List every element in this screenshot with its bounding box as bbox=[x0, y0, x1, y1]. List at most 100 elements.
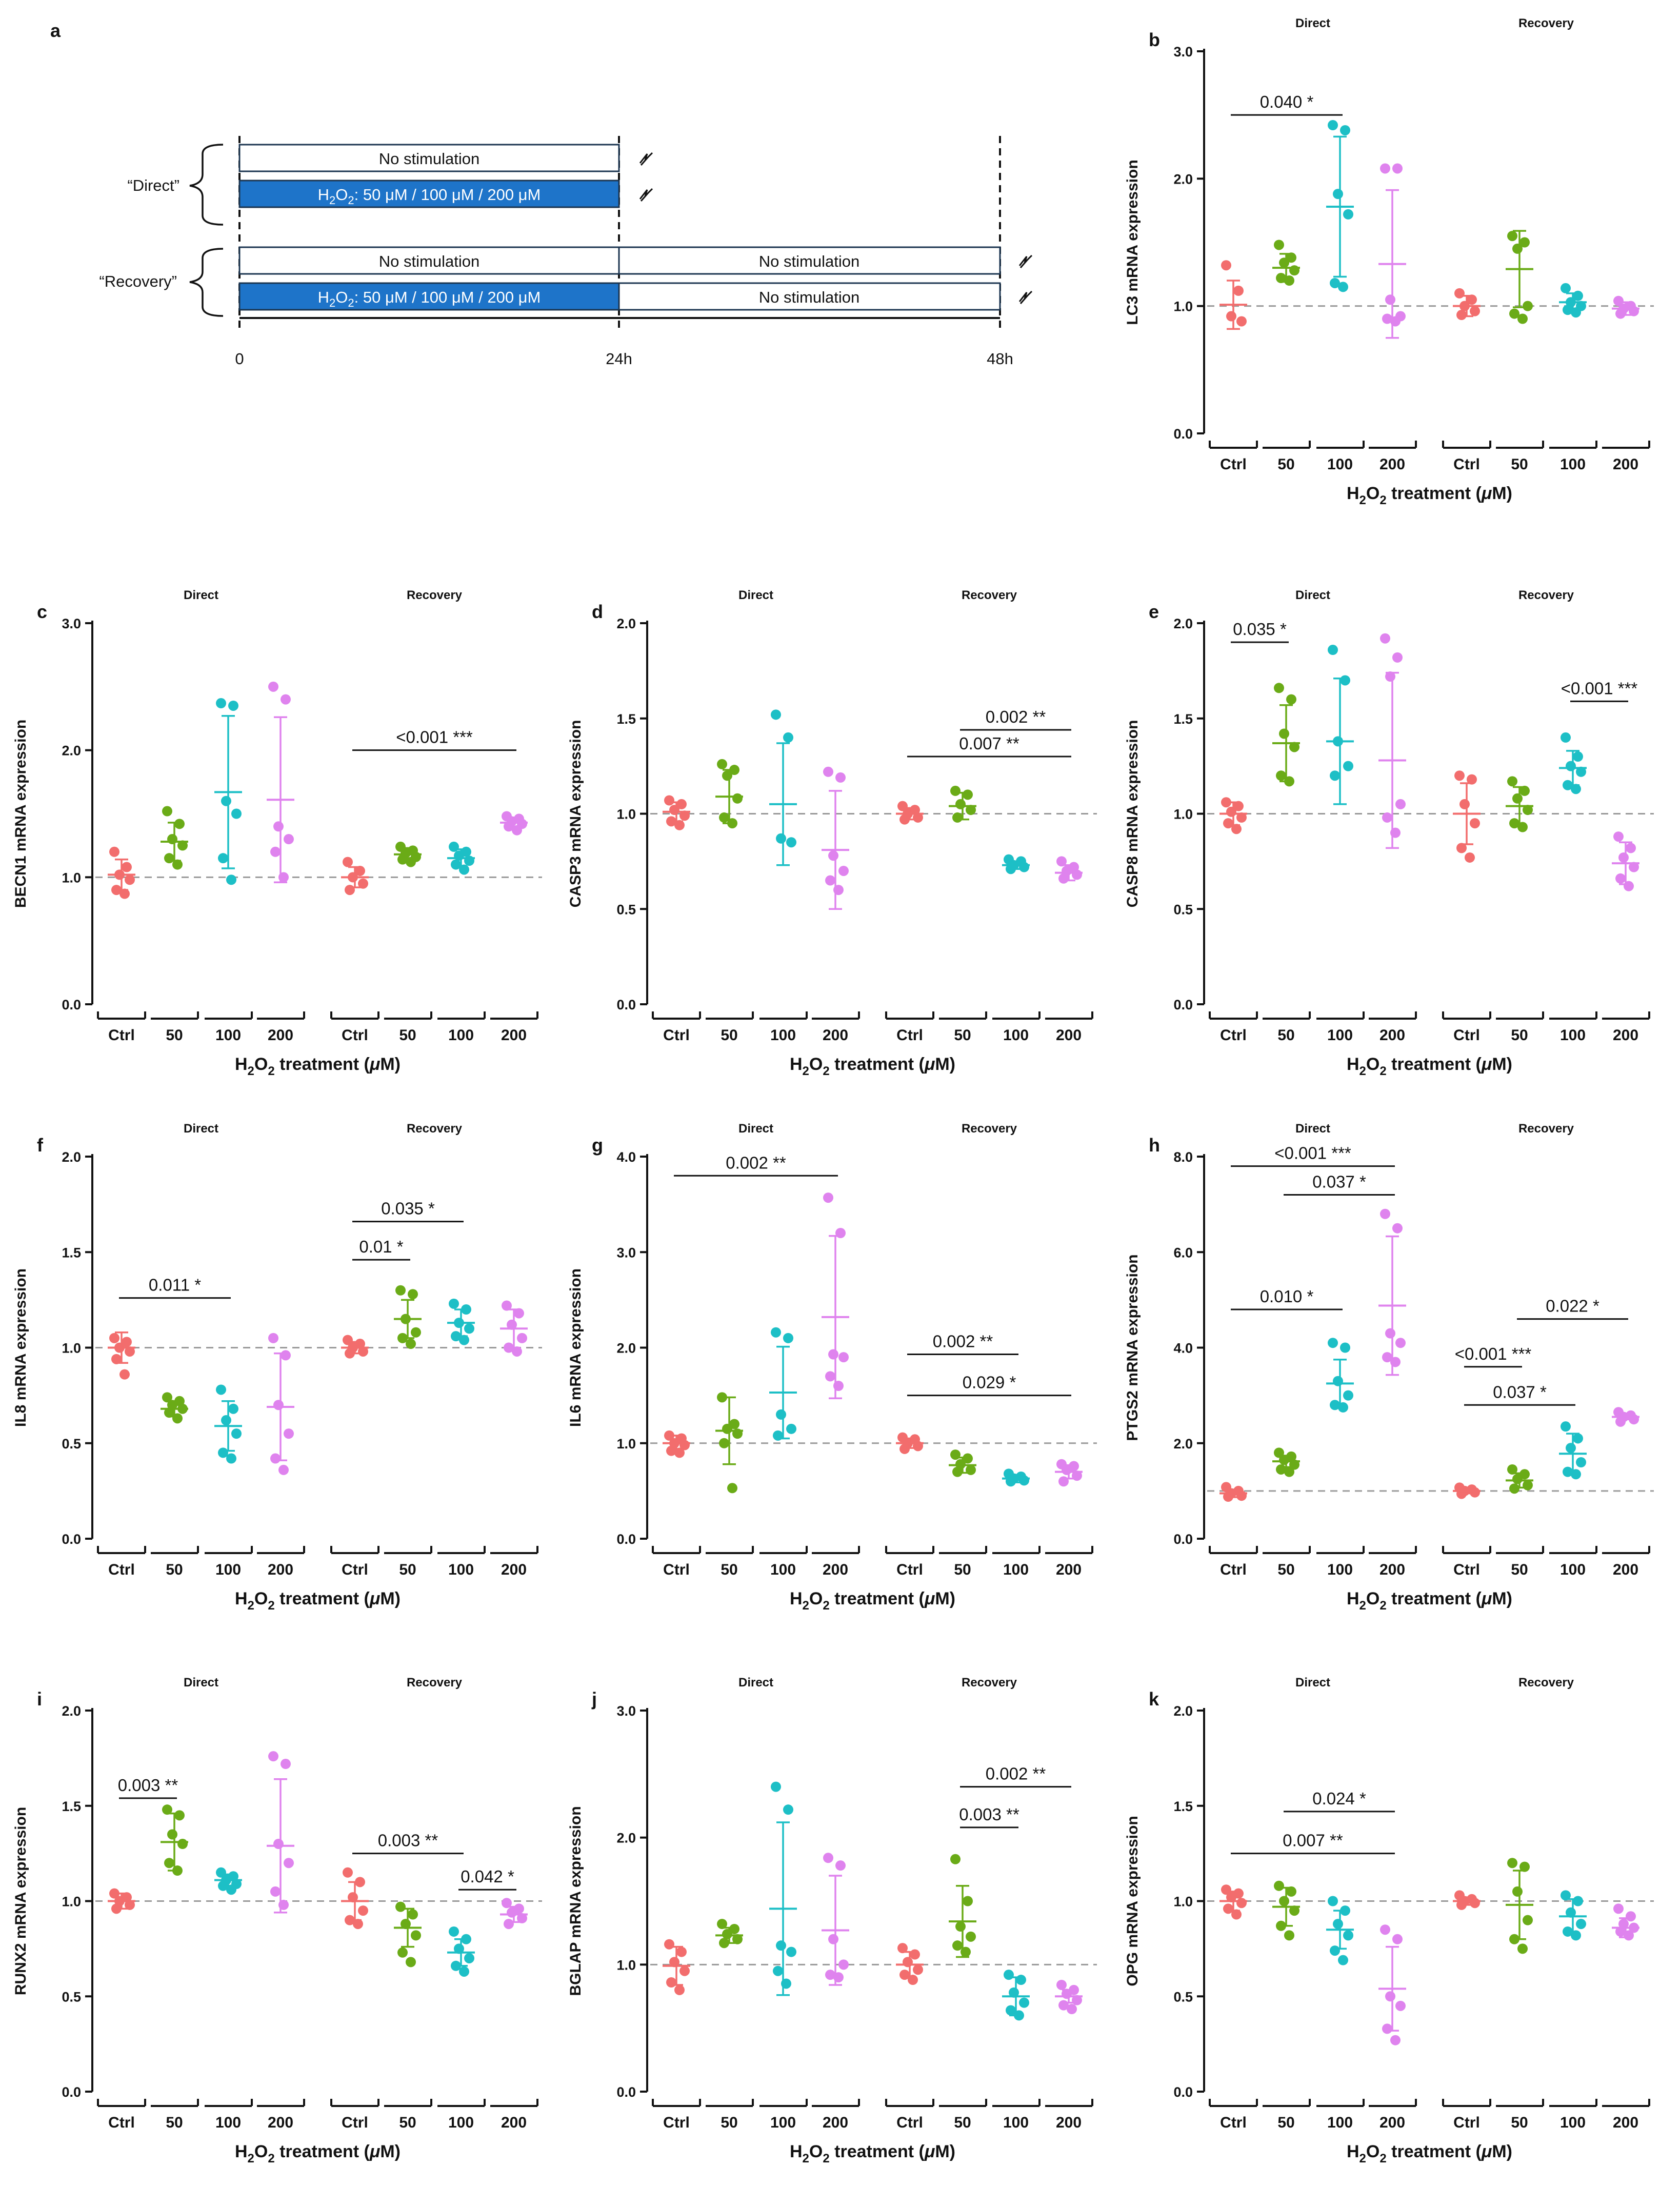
series-recovery-100 bbox=[1559, 732, 1587, 794]
data-point bbox=[838, 1959, 849, 1970]
series-direct-200 bbox=[1378, 633, 1406, 849]
data-point bbox=[771, 1327, 781, 1338]
y-tick-label: 1.0 bbox=[62, 1341, 81, 1356]
x-category-label: 200 bbox=[1056, 2114, 1082, 2131]
data-point bbox=[823, 1853, 833, 1863]
data-point bbox=[1573, 751, 1583, 762]
series-recovery-50 bbox=[949, 785, 976, 823]
data-point bbox=[172, 859, 183, 870]
data-point bbox=[955, 1921, 966, 1932]
significance-label: <0.001 *** bbox=[396, 728, 473, 747]
data-point bbox=[783, 1804, 793, 1815]
group-title-direct: Direct bbox=[184, 588, 218, 602]
data-point bbox=[119, 1369, 130, 1380]
y-tick-label: 0.0 bbox=[1173, 997, 1193, 1012]
direct-h2o2-label: H2O2: 50 μM / 100 μM / 200 μM bbox=[318, 186, 541, 207]
data-point bbox=[1519, 1861, 1530, 1872]
series-recovery-200 bbox=[1612, 1407, 1639, 1427]
data-point bbox=[1289, 1905, 1299, 1916]
x-category-label: Ctrl bbox=[108, 1027, 135, 1044]
chart-panel-h: h Direct Recovery 0.0 2.0 4.0 6.0 8.0 PTGS2 mRNA… bbox=[1124, 1122, 1654, 1613]
data-point bbox=[1467, 774, 1477, 785]
data-point bbox=[1333, 1376, 1343, 1386]
series-direct-100 bbox=[769, 709, 797, 866]
series-direct-50 bbox=[161, 806, 188, 870]
y-tick-label: 4.0 bbox=[616, 1149, 636, 1165]
data-point bbox=[1330, 277, 1340, 288]
series-direct-ctrl bbox=[1219, 1884, 1247, 1920]
x-category-label: 50 bbox=[954, 1027, 971, 1044]
x-axis-label: H2O2 treatment (μM) bbox=[1347, 1055, 1512, 1078]
y-tick-label: 1.0 bbox=[62, 1894, 81, 1910]
data-point bbox=[231, 808, 242, 819]
data-point bbox=[1340, 125, 1350, 135]
series-recovery-200 bbox=[500, 1898, 528, 1930]
data-point bbox=[449, 841, 459, 852]
group-title-direct: Direct bbox=[1295, 1676, 1330, 1690]
data-point bbox=[1573, 1433, 1583, 1444]
data-point bbox=[1343, 1390, 1353, 1401]
chart-panel-j: j Direct Recovery 0.0 1.0 2.0 3.0 BGLAP mRNA ex… bbox=[567, 1676, 1097, 2165]
x-category-label: 100 bbox=[1327, 456, 1353, 473]
data-point bbox=[507, 1907, 517, 1918]
data-point bbox=[1279, 1896, 1289, 1906]
series-direct-100 bbox=[1326, 1896, 1354, 1965]
y-axis-label: IL6 mRNA expression bbox=[567, 1268, 584, 1427]
data-point bbox=[1328, 1338, 1338, 1348]
series-direct-100 bbox=[769, 1781, 797, 1996]
data-point bbox=[1289, 742, 1299, 752]
x-axis-label: H2O2 treatment (μM) bbox=[235, 2142, 401, 2165]
series-recovery-50 bbox=[949, 1449, 976, 1477]
data-point bbox=[955, 799, 966, 809]
data-point bbox=[1221, 797, 1231, 808]
data-point bbox=[1340, 1342, 1350, 1353]
data-point bbox=[1613, 831, 1624, 842]
significance-label: 0.002 ** bbox=[933, 1332, 993, 1351]
chart-panel-g: g Direct Recovery 0.0 1.0 2.0 3.0 4.0 IL6 mRNA e… bbox=[567, 1122, 1097, 1613]
x-category-label: 200 bbox=[1379, 1561, 1405, 1578]
group-title-recovery: Recovery bbox=[962, 1676, 1017, 1690]
chart-panel-e: e Direct Recovery 0.0 0.5 1.0 1.5 2.0 CASP8 mRNA… bbox=[1124, 588, 1654, 1078]
data-point bbox=[1236, 812, 1247, 823]
x-category-label: Ctrl bbox=[896, 1027, 923, 1044]
x-category-label: 100 bbox=[448, 1561, 474, 1578]
data-point bbox=[449, 1298, 459, 1309]
y-tick-label: 1.0 bbox=[62, 870, 81, 885]
data-point bbox=[664, 795, 674, 806]
recovery-no-stim-box-1 bbox=[238, 246, 620, 275]
panel-label-k: k bbox=[1149, 1688, 1159, 1710]
significance-label: 0.007 ** bbox=[1283, 1831, 1343, 1850]
data-point bbox=[910, 1949, 920, 1960]
data-point bbox=[164, 1407, 174, 1418]
time-tick-48h: 48h bbox=[987, 350, 1013, 368]
data-point bbox=[1615, 1926, 1626, 1937]
data-point bbox=[1067, 2004, 1077, 2015]
group-title-direct: Direct bbox=[184, 1676, 218, 1690]
data-point bbox=[727, 1483, 737, 1494]
x-category-label: 100 bbox=[1560, 456, 1586, 473]
y-axis-label: IL8 mRNA expression bbox=[12, 1268, 29, 1427]
y-tick-label: 2.0 bbox=[1173, 171, 1193, 187]
data-point bbox=[1576, 1919, 1586, 1930]
data-point bbox=[1618, 852, 1629, 863]
series-recovery-50 bbox=[394, 1285, 422, 1349]
data-point bbox=[1289, 265, 1299, 276]
x-category-label: 50 bbox=[1511, 1561, 1528, 1578]
data-point bbox=[1392, 1223, 1403, 1234]
series-recovery-200 bbox=[1055, 1979, 1083, 2015]
data-point bbox=[504, 821, 514, 832]
data-point bbox=[1561, 1421, 1571, 1432]
data-point bbox=[899, 1443, 910, 1454]
data-point bbox=[783, 1333, 793, 1343]
data-point bbox=[1286, 1886, 1296, 1897]
data-point bbox=[1333, 1919, 1343, 1930]
chart-panel-i: i Direct Recovery 0.0 0.5 1.0 1.5 2.0 RUNX2 mRNA… bbox=[12, 1676, 542, 2165]
y-tick-label: 6.0 bbox=[1173, 1245, 1193, 1260]
data-point bbox=[1517, 1943, 1528, 1954]
data-point bbox=[1576, 1457, 1586, 1467]
data-point bbox=[1392, 163, 1403, 174]
data-point bbox=[174, 819, 185, 829]
data-point bbox=[1470, 1898, 1480, 1909]
